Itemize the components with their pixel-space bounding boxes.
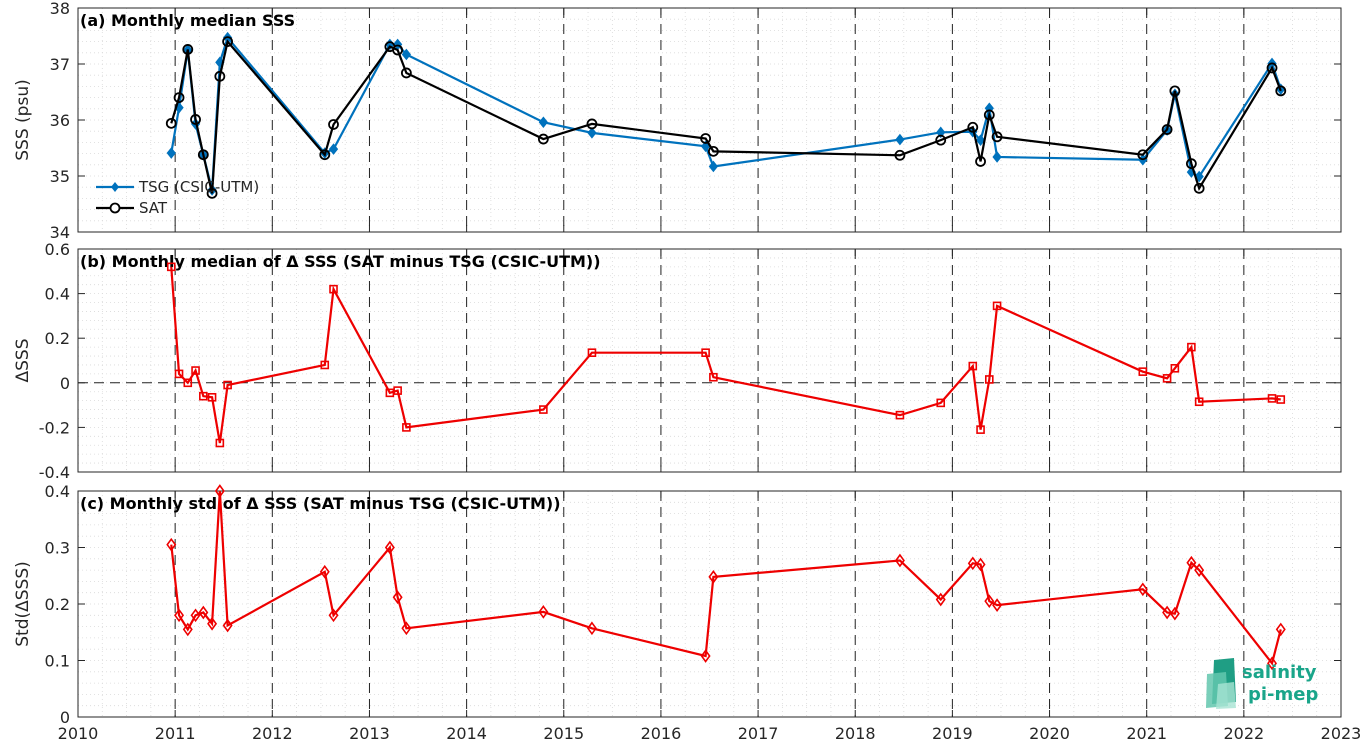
axes-box xyxy=(78,249,1341,472)
panel-a-monthly-median-sss: 34 35 36 37 38 SSS (psu) (a) Monthly median SS… xyxy=(13,0,1341,242)
series-line xyxy=(171,491,1280,663)
data-point-diamond xyxy=(539,117,547,127)
legend-entry-label: SAT xyxy=(139,199,168,217)
series-line xyxy=(171,38,1280,190)
x-tick-label: 2014 xyxy=(446,724,487,743)
panel-title: (a) Monthly median SSS xyxy=(80,11,295,30)
data-point-diamond xyxy=(709,161,717,171)
x-tick-label: 2023 xyxy=(1321,724,1362,743)
x-tick-label: 2013 xyxy=(349,724,390,743)
y-tick-label: 0.1 xyxy=(45,652,70,671)
y-tick-label: 0.2 xyxy=(45,595,70,614)
panel-title: (c) Monthly std of Δ SSS (SAT minus TSG … xyxy=(80,494,561,513)
y-tick-label: 0.2 xyxy=(45,329,70,348)
data-point-diamond xyxy=(896,135,904,145)
panel-c-std-delta-sss: 0 0.1 0.2 0.3 0.4 2010 2011 2012 2013 2014 2015 201… xyxy=(13,482,1361,743)
legend-marker xyxy=(111,204,120,213)
y-tick-label: 0.4 xyxy=(45,482,70,501)
y-tick-label: 38 xyxy=(50,0,70,18)
y-tick-label: 0.3 xyxy=(45,539,70,558)
data-point-diamond xyxy=(588,128,596,138)
legend-marker xyxy=(111,182,119,192)
panel-title: (b) Monthly median of Δ SSS (SAT minus T… xyxy=(80,252,601,271)
x-tick-label: 2019 xyxy=(932,724,973,743)
y-tick-label: 36 xyxy=(50,111,70,130)
x-tick-label: 2022 xyxy=(1223,724,1264,743)
panel-b-delta-sss: -0.4 -0.2 0 0.2 0.4 0.6 ΔSSS (b) Monthly median… xyxy=(13,240,1341,482)
x-tick-label: 2016 xyxy=(641,724,682,743)
y-axis-label: ΔSSS xyxy=(13,338,33,382)
y-axis-label: SSS (psu) xyxy=(13,79,33,160)
x-tick-label: 2012 xyxy=(252,724,293,743)
y-tick-label: 0 xyxy=(60,374,70,393)
y-tick-label: 0.4 xyxy=(45,285,70,304)
logo-text-pi-mep: pi-mep xyxy=(1248,684,1318,705)
salinity-pi-mep-logo: salinity pi-mep xyxy=(1204,654,1339,710)
legend-entry-label: TSG (CSIC-UTM) xyxy=(138,178,259,196)
x-tick-label: 2017 xyxy=(738,724,779,743)
x-tick-label: 2011 xyxy=(155,724,196,743)
y-tick-label: 35 xyxy=(50,167,70,186)
y-axis-label: Std(ΔSSS) xyxy=(13,561,33,647)
x-tick-label: 2020 xyxy=(1029,724,1070,743)
chart-figure: 3435363738SSS (psu)(a) Monthly median SS… xyxy=(0,0,1364,745)
y-tick-label: -0.2 xyxy=(39,418,70,437)
y-tick-label: 0.6 xyxy=(45,240,70,259)
x-tick-label: 2021 xyxy=(1126,724,1167,743)
x-tick-label: 2015 xyxy=(543,724,584,743)
x-tick-label: 2018 xyxy=(835,724,876,743)
y-tick-label: 37 xyxy=(50,55,70,74)
logo-text-salinity: salinity xyxy=(1242,662,1317,683)
data-point-diamond xyxy=(167,148,175,158)
y-tick-label: -0.4 xyxy=(39,463,70,482)
x-tick-label: 2010 xyxy=(58,724,99,743)
